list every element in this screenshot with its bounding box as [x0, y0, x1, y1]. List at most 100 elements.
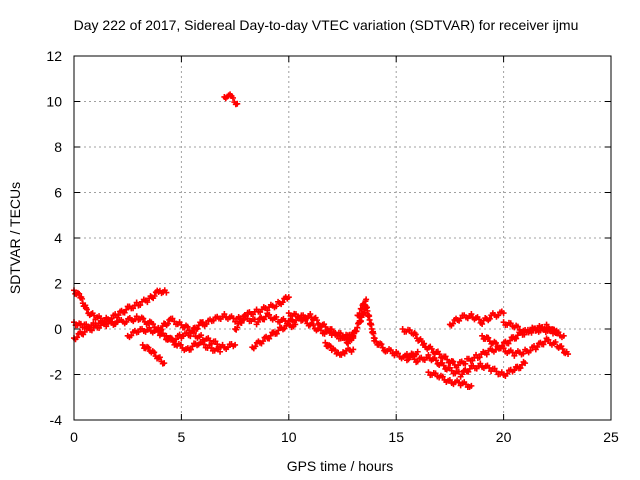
- data-point-marker: [203, 321, 210, 328]
- y-tick-label: 10: [46, 94, 62, 110]
- data-point-marker: [187, 346, 194, 353]
- data-point-marker: [473, 351, 480, 358]
- data-point-marker: [495, 312, 502, 319]
- data-point-marker: [554, 330, 561, 337]
- data-point-marker: [545, 324, 552, 331]
- y-tick-label: -2: [50, 367, 63, 383]
- data-point-marker: [439, 373, 446, 380]
- data-point-marker: [455, 368, 462, 375]
- series-track-9: [249, 320, 299, 352]
- data-point-marker: [79, 295, 86, 302]
- data-point-marker: [387, 347, 394, 354]
- data-point-marker: [307, 311, 314, 318]
- series-track-7: [199, 310, 357, 343]
- data-point-marker: [527, 347, 534, 354]
- data-point-marker: [350, 346, 357, 353]
- data-point-marker: [500, 345, 507, 352]
- data-point-marker: [200, 341, 207, 348]
- data-point-marker: [252, 343, 259, 350]
- data-point-marker: [337, 330, 344, 337]
- data-point-marker: [485, 334, 492, 341]
- series-track-19: [500, 319, 561, 337]
- data-point-marker: [163, 332, 170, 339]
- series-track-18: [479, 332, 572, 359]
- data-point-marker: [425, 351, 432, 358]
- data-points: [71, 91, 572, 391]
- series-track-12: [343, 302, 421, 364]
- data-point-marker: [565, 351, 572, 358]
- data-point-marker: [140, 315, 147, 322]
- data-point-marker: [279, 299, 286, 306]
- series-track-6: [163, 332, 224, 355]
- data-point-marker: [239, 317, 246, 324]
- data-point-marker: [543, 321, 550, 328]
- y-tick-label: 12: [46, 48, 62, 64]
- data-point-marker: [479, 332, 486, 339]
- y-tick-label: -4: [50, 412, 63, 428]
- data-point-marker: [412, 331, 419, 338]
- data-point-marker: [137, 302, 144, 309]
- data-point-marker: [187, 333, 194, 340]
- data-point-marker: [112, 311, 119, 318]
- y-tick-label: 4: [54, 230, 62, 246]
- data-point-marker: [483, 351, 490, 358]
- data-point-marker: [560, 332, 567, 339]
- data-point-marker: [313, 317, 320, 324]
- data-point-marker: [403, 351, 410, 358]
- series-track-8: [232, 294, 292, 333]
- data-point-marker: [273, 313, 280, 320]
- data-point-marker: [190, 329, 197, 336]
- data-point-marker: [156, 354, 163, 361]
- data-point-marker: [559, 346, 566, 353]
- data-point-marker: [346, 338, 353, 345]
- data-point-marker: [234, 324, 241, 331]
- data-point-marker: [194, 325, 201, 332]
- data-point-marker: [486, 364, 493, 371]
- y-tick-label: 6: [54, 185, 62, 201]
- data-point-marker: [522, 360, 529, 367]
- data-point-marker: [322, 339, 329, 346]
- data-point-marker: [378, 341, 385, 348]
- data-point-marker: [514, 323, 521, 330]
- data-point-marker: [552, 338, 559, 345]
- series-track-15: [403, 351, 529, 380]
- series-track-1: [71, 287, 170, 325]
- data-point-marker: [285, 294, 292, 301]
- data-point-marker: [150, 321, 157, 328]
- x-tick-label: 10: [281, 429, 297, 445]
- data-point-marker: [255, 318, 262, 325]
- data-point-marker: [442, 353, 449, 360]
- series-track-20: [221, 91, 241, 108]
- data-point-marker: [242, 313, 249, 320]
- data-point-marker: [428, 345, 435, 352]
- data-point-marker: [331, 347, 338, 354]
- data-point-marker: [517, 365, 524, 372]
- data-point-marker: [115, 312, 122, 319]
- series-track-5: [139, 341, 168, 367]
- x-tick-label: 20: [496, 429, 512, 445]
- data-point-marker: [414, 358, 421, 365]
- x-tick-label: 25: [603, 429, 619, 445]
- data-point-marker: [91, 312, 98, 319]
- data-point-marker: [455, 362, 462, 369]
- data-point-marker: [446, 376, 453, 383]
- data-point-marker: [531, 343, 538, 350]
- data-point-marker: [450, 358, 457, 365]
- data-point-marker: [234, 100, 241, 107]
- data-point-marker: [421, 340, 428, 347]
- data-point-marker: [504, 370, 511, 377]
- data-point-marker: [353, 328, 360, 335]
- data-point-marker: [144, 299, 151, 306]
- data-point-marker: [262, 313, 269, 320]
- data-point-marker: [469, 357, 476, 364]
- data-point-marker: [436, 351, 443, 358]
- data-point-marker: [449, 320, 456, 327]
- data-point-marker: [123, 318, 130, 325]
- y-tick-label: 2: [54, 276, 62, 292]
- data-point-marker: [163, 289, 170, 296]
- data-point-marker: [371, 335, 378, 342]
- data-point-marker: [444, 356, 451, 363]
- data-point-marker: [238, 320, 245, 327]
- data-point-marker: [292, 321, 299, 328]
- data-point-marker: [210, 317, 217, 324]
